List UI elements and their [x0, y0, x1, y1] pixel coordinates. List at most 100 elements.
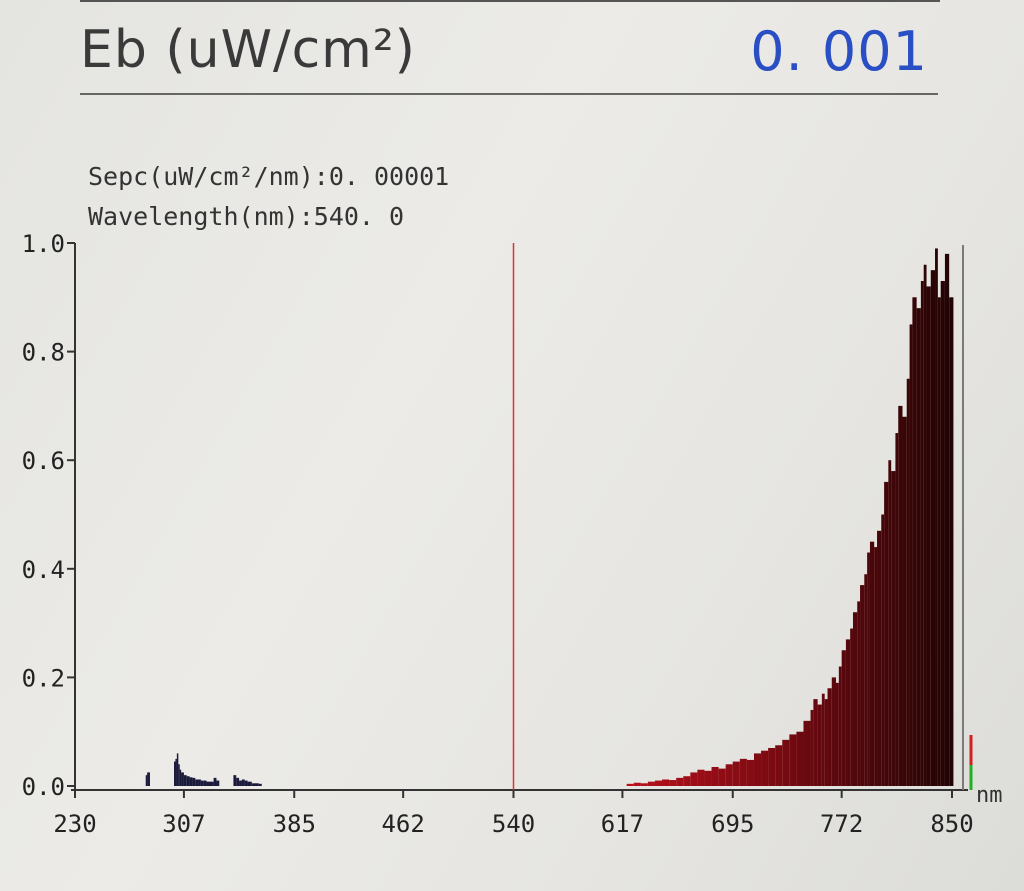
spectrum-bar — [877, 530, 882, 786]
spectrum-bar — [183, 775, 187, 786]
spectrum-bar — [796, 731, 804, 786]
spectrum-bar — [192, 777, 196, 786]
spectrum-bar — [891, 471, 896, 786]
spectrum-bar — [937, 297, 941, 786]
y-tick-label: 1.0 — [22, 230, 65, 258]
spectrum-bar — [864, 574, 868, 786]
spectrum-bar — [940, 281, 945, 786]
spectrum-bar — [874, 547, 878, 786]
spectrum-bar — [704, 770, 712, 786]
spectrum-bar — [869, 541, 875, 786]
wavelength-readout: Wavelength(nm):540. 0 — [88, 202, 405, 231]
spectrum-bar — [213, 777, 217, 786]
spectrum-bar — [239, 780, 242, 786]
x-tick-label: 617 — [601, 810, 644, 838]
spectrum-bar — [244, 780, 248, 786]
spectrum-bar — [203, 780, 207, 786]
spectrum-bar — [186, 776, 190, 786]
spectrum-bar — [654, 780, 663, 786]
spectrum-bar — [775, 745, 783, 786]
x-axis-unit: nm — [976, 783, 1003, 808]
spectrum-bar — [178, 764, 180, 786]
spectrum-bar — [662, 779, 670, 786]
y-tick-label: 0.0 — [22, 773, 65, 801]
spectrum-bar — [836, 682, 839, 786]
spectrum-bar — [782, 739, 790, 786]
spectrum-bar — [690, 772, 698, 786]
spectrum-bar — [241, 779, 245, 786]
measurement-value: 0. 001 — [750, 20, 928, 83]
spectrum-bar — [176, 753, 179, 786]
spectrum-bar — [640, 783, 648, 786]
spectrum-bar — [216, 780, 220, 786]
spectrum-bar — [647, 781, 655, 786]
spectrum-bar — [181, 772, 184, 786]
spectrum-bar — [179, 769, 182, 786]
spectrum-bar — [711, 766, 719, 786]
spectrum-bar — [195, 779, 199, 786]
spectrum-bar — [827, 688, 832, 786]
spectrum-bar — [813, 699, 818, 786]
spectrum-bar — [697, 769, 705, 786]
spectrum-bar — [923, 264, 927, 787]
y-tick-label: 0.6 — [22, 447, 65, 475]
spectrum-bar — [683, 776, 691, 786]
spectrum-bar — [233, 775, 237, 786]
spectrum-bar — [236, 777, 240, 786]
spectrum-bar — [898, 405, 903, 786]
spectrum-bar — [906, 378, 910, 786]
top-border-line — [80, 0, 940, 2]
spectrum-bar — [258, 783, 262, 786]
y-tick-label: 0.8 — [22, 339, 65, 367]
spectrum-bar — [944, 253, 950, 787]
spectrum-bar — [949, 297, 954, 786]
header-divider — [80, 93, 938, 95]
x-tick-label: 695 — [711, 810, 754, 838]
spectrum-bar — [725, 764, 733, 786]
spectrum-bar — [884, 481, 889, 786]
spectrum-bar — [174, 761, 176, 786]
spectrum-bar — [676, 777, 684, 786]
spectrum-bar — [810, 709, 814, 786]
spectrum-bar — [145, 775, 148, 786]
x-tick-label: 772 — [820, 810, 863, 838]
spectrum-bar — [247, 781, 252, 786]
spectrum-bar — [633, 782, 641, 786]
spectrum-bar — [669, 780, 677, 786]
x-tick-label: 307 — [162, 810, 205, 838]
spectrum-bar — [175, 758, 177, 786]
spectrum-bar — [852, 612, 858, 786]
spectrum-bar — [206, 781, 214, 786]
x-tick-label: 850 — [930, 810, 973, 838]
y-tick-label: 0.4 — [22, 556, 65, 584]
spectrum-bar — [200, 780, 204, 786]
spectrum-bar — [857, 601, 861, 786]
spectrum-bar — [912, 297, 917, 786]
spectrum-bar — [821, 693, 825, 786]
spectrum-bar — [824, 699, 828, 786]
x-tick-label: 540 — [492, 810, 535, 838]
spectrum-bar — [916, 308, 921, 786]
spectrum-bar — [930, 270, 936, 786]
spectrum-bar — [920, 281, 924, 786]
spectrum-bar — [817, 704, 822, 786]
spectrum-bar — [831, 677, 837, 786]
spectrum-bar — [761, 750, 769, 786]
spectrum-bar — [189, 777, 193, 786]
spectrum-bar — [909, 324, 913, 786]
spectrum-bar — [768, 747, 776, 786]
x-tick-label: 462 — [381, 810, 424, 838]
x-tick-label: 230 — [53, 810, 96, 838]
spectrum-bar — [739, 758, 747, 786]
spectrum-bar — [926, 286, 931, 786]
spectrum-bar — [881, 514, 885, 786]
spectrum-bar — [789, 734, 797, 786]
spectrum-bar — [198, 779, 201, 786]
spectrum-bar — [803, 720, 811, 786]
x-tick-label: 385 — [273, 810, 316, 838]
spectrum-bar — [841, 650, 846, 786]
y-tick-label: 0.2 — [22, 664, 65, 692]
spectrum-bar — [888, 460, 892, 786]
